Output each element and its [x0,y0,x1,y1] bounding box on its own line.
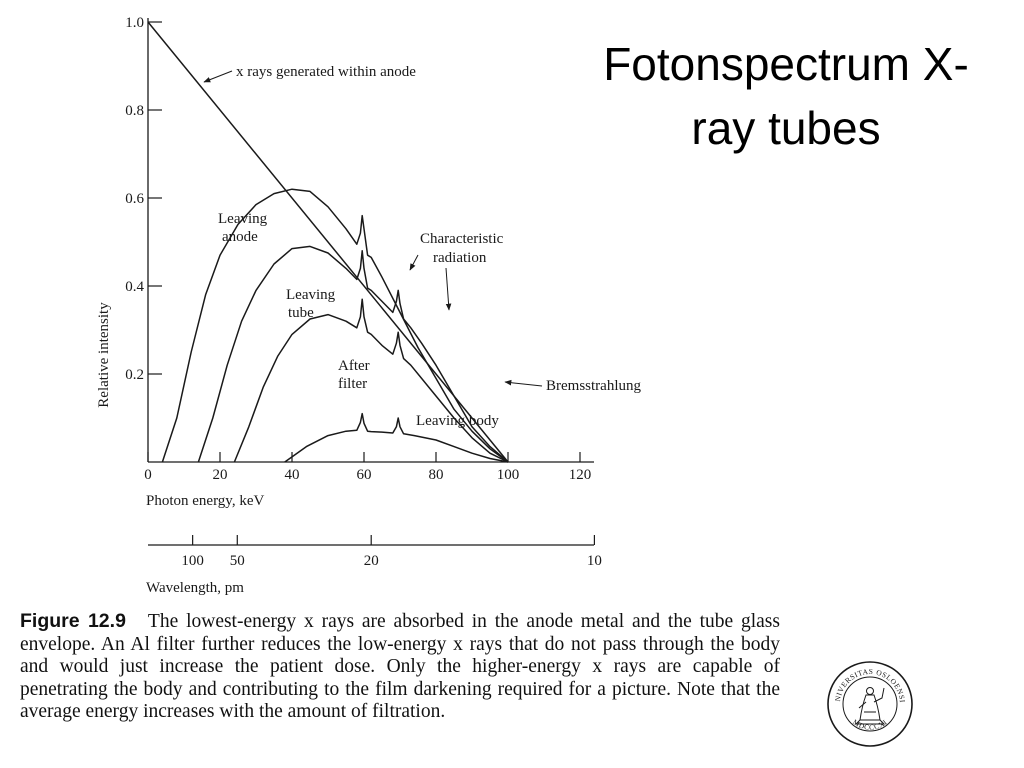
figure-caption-label: Figure 12.9 [20,610,126,632]
annotation-after-filter-line-1: After [338,358,370,374]
wavelength-tick-label: 10 [587,553,602,569]
seal-text-top: UNIVERSITAS OSLOENSIS [826,660,907,703]
page-title-line-1: Fotonspectrum X- [603,38,969,90]
chart: 0.20.40.60.81.00 20 40 60 80 100 120 100 50 20 10… [96,15,641,596]
x-tick-label: 120 [569,467,592,483]
university-seal-logo: UNIVERSITAS OSLOENSIS MDCCCXI [826,660,913,747]
x-tick-label: 20 [213,467,228,483]
annotation-xrays-leader [203,70,233,83]
y-tick-label: 0.4 [125,279,144,295]
annotation-leaving-anode-line-1: Leaving [218,211,268,227]
x-tick-label: 60 [357,467,372,483]
annotation-after-filter-line-2: filter [338,376,367,392]
annotation-leaving-tube-line-1: Leaving [286,287,336,303]
annotation-characteristic-line-2: radiation [433,250,487,266]
figure-caption: Figure 12.9 The lowest-energy x rays are … [20,610,780,724]
wavelength-tick-label: 100 [181,553,204,569]
x-tick-label: 80 [429,467,444,483]
seal-text-bottom: MDCCCXI [851,717,889,731]
x-tick-label: 40 [285,467,300,483]
wavelength-axis-title: Wavelength, pm [146,580,244,596]
x-tick-label: 0 [144,467,152,483]
annotation-leaving-anode-line-2: anode [222,229,258,245]
series-line-3 [197,245,509,463]
chart-axes: 0.2 0.4 0.6 0.8 1.0 0 20 40 60 80 100 120 [125,15,594,483]
annotation-bremsstrahlung-leader [504,379,543,387]
series-line-4 [233,298,509,463]
chart-series [147,21,509,463]
y-tick-label: 0.8 [125,103,144,119]
y-tick-label: 0.6 [125,191,144,207]
wavelength-tick-label: 20 [364,553,379,569]
series-line-1 [147,21,509,463]
series-line-5 [284,412,509,463]
y-tick-label: 1.0 [125,15,144,31]
x-tick-label: 100 [497,467,520,483]
seal-figure-icon [854,687,886,725]
page-title-line-2: ray tubes [691,102,881,154]
page-title: Fotonspectrum X- ray tubes [548,32,1024,160]
annotation-leaving-body: Leaving body [416,413,499,429]
x-axis-title: Photon energy, keV [146,493,264,509]
wavelength-axis: 100 50 20 10 [148,535,602,569]
y-axis-title: Relative intensity [96,302,112,408]
annotation-characteristic-leader-2 [445,267,452,311]
annotation-characteristic-line-1: Characteristic [420,231,504,247]
annotation-leaving-tube-line-2: tube [288,305,314,321]
annotation-characteristic-leader-1 [409,254,419,271]
figure-caption-text: The lowest-energy x rays are absorbed in… [20,611,780,723]
y-tick-label: 0.2 [125,367,144,383]
wavelength-tick-label: 50 [230,553,245,569]
series-line-2 [161,188,509,463]
annotation-xrays-generated: x rays generated within anode [236,64,416,80]
annotation-bremsstrahlung: Bremsstrahlung [546,378,641,394]
